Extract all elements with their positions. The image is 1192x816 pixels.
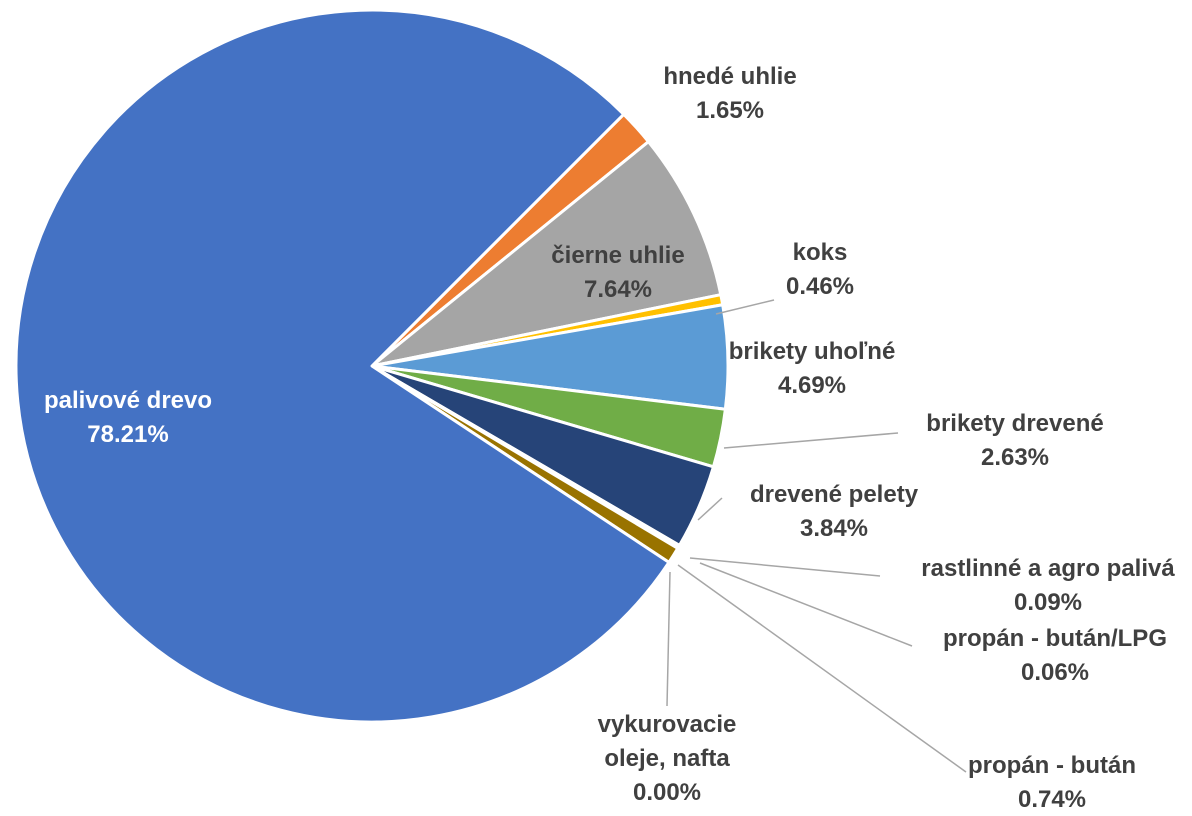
label-value-rastlinne-a-agro-paliva: 0.09% [1014, 589, 1082, 616]
pie-slices [14, 8, 730, 724]
label-name-cierne-uhlie: čierne uhlie [551, 242, 684, 269]
label-drevene-pelety: drevené pelety 3.84% [750, 481, 919, 542]
label-name-propan-butan-lpg: propán - bután/LPG [943, 625, 1167, 652]
label-value-propan-butan: 0.74% [1018, 786, 1086, 813]
label-value-koks: 0.46% [786, 273, 854, 300]
leader-lines [666, 299, 967, 773]
label-value-drevene-pelety: 3.84% [800, 515, 868, 542]
leader-line-propan-butan [677, 564, 967, 773]
label-value-brikety-drevene: 2.63% [981, 444, 1049, 471]
leader-line-rastlinne-a-agro-paliva [689, 557, 881, 577]
label-name-drevene-pelety: drevené pelety [750, 481, 919, 508]
label-value-hnede-uhlie: 1.65% [696, 97, 764, 124]
label-name-brikety-uholne: brikety uhoľné [729, 338, 896, 365]
label-vykurovacie-oleje-nafta: vykurovacie oleje, nafta 0.00% [598, 711, 737, 806]
label-rastlinne-a-agro-paliva: rastlinné a agro palivá 0.09% [921, 555, 1175, 616]
label-hnede-uhlie: hnedé uhlie 1.65% [663, 63, 796, 124]
slice-palivove-drevo [14, 8, 671, 724]
label-name-koks: koks [793, 239, 848, 266]
label-value-cierne-uhlie: 7.64% [584, 276, 652, 303]
label-brikety-drevene: brikety drevené 2.63% [926, 410, 1103, 471]
label-name-propan-butan: propán - bután [968, 752, 1136, 779]
label-value-brikety-uholne: 4.69% [778, 372, 846, 399]
label-name-rastlinne-a-agro-paliva: rastlinné a agro palivá [921, 555, 1175, 582]
label-value-palivove-drevo: 78.21% [87, 421, 168, 448]
leader-line-propan-butan-lpg [699, 562, 913, 647]
leader-line-brikety-drevene [723, 432, 899, 449]
label-koks: koks 0.46% [786, 239, 854, 300]
leader-line-drevene-pelety [697, 497, 723, 521]
label-name-brikety-drevene: brikety drevené [926, 410, 1103, 437]
label-name-hnede-uhlie: hnedé uhlie [663, 63, 796, 90]
slice-labels: hnedé uhlie 1.65% čierne uhlie 7.64% koks 0.4… [44, 63, 1175, 813]
label-name-palivove-drevo: palivové drevo [44, 387, 212, 414]
label-name-vykurovacie-oleje-nafta: oleje, nafta [604, 745, 730, 772]
label-brikety-uholne: brikety uhoľné 4.69% [729, 338, 896, 399]
label-value-vykurovacie-oleje-nafta: 0.00% [633, 779, 701, 806]
slice-cierne-uhlie [370, 140, 723, 368]
leader-line-vykurovacie-oleje-nafta [666, 571, 671, 707]
label-palivove-drevo: palivové drevo 78.21% [44, 387, 212, 448]
label-propan-butan: propán - bután 0.74% [968, 752, 1136, 813]
label-propan-butan-lpg: propán - bután/LPG 0.06% [943, 625, 1167, 686]
label-value-propan-butan-lpg: 0.06% [1021, 659, 1089, 686]
label-cierne-uhlie: čierne uhlie 7.64% [551, 242, 684, 303]
label-name-vykurovacie-oleje-nafta: vykurovacie [598, 711, 737, 738]
leader-line-koks [715, 299, 775, 315]
